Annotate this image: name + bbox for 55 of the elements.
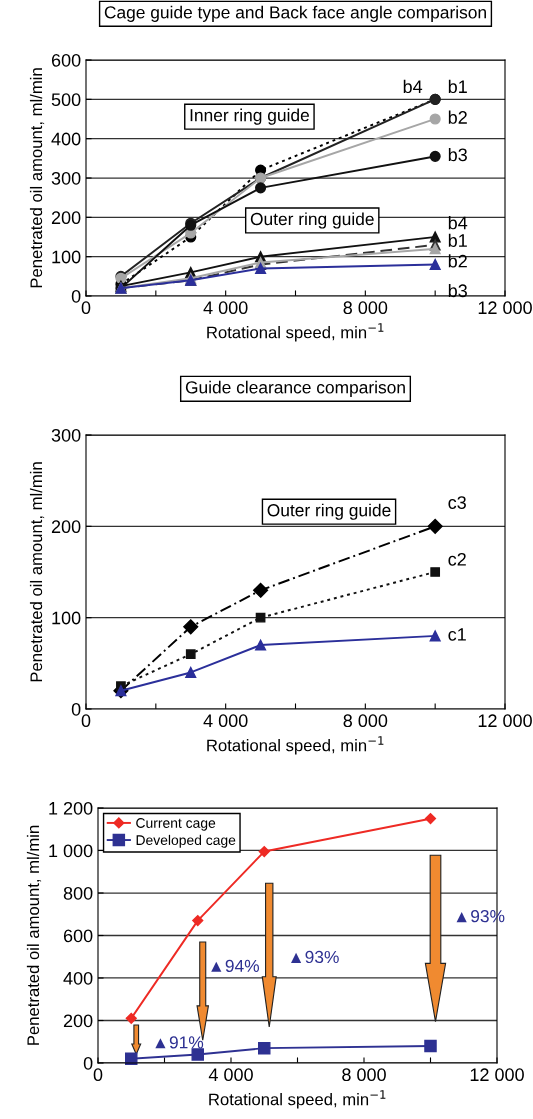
y-tick-label: 600 (51, 53, 81, 67)
y-tick-label: 100 (52, 611, 81, 625)
y-tick-label: 0 (71, 702, 81, 716)
y-tick-label: 400 (51, 132, 81, 146)
legend-label: Current cage (136, 818, 216, 831)
y-axis-title: Penetrated oil amount, ml/min (26, 825, 42, 1045)
y-axis-title: Penetrated oil amount, ml/min (29, 68, 45, 288)
x-tick-label: 12 000 (470, 1068, 524, 1082)
y-tick-label: 1 200 (49, 801, 93, 815)
series-label: b4 (448, 216, 468, 230)
y-tick-label: 300 (51, 428, 81, 442)
y-tick-label: 1 000 (49, 844, 93, 858)
x-axis-title: Rotational speed, min$^{−1}$ (207, 323, 384, 342)
series-label: b4 (403, 79, 423, 94)
y-tick-label: 200 (51, 520, 81, 534)
y-tick-label: 200 (63, 1014, 93, 1028)
y-tick-label: 100 (52, 250, 81, 264)
series-label: c1 (448, 628, 466, 641)
chart-title: Cage guide type and Back face angle comparison (104, 5, 486, 22)
chart-title: Guide clearance comparison (185, 380, 405, 397)
series-label: b1 (448, 79, 467, 94)
series-label: c3 (448, 496, 466, 509)
y-tick-label: 0 (83, 1056, 93, 1070)
x-tick-label: 4 000 (208, 1068, 253, 1082)
series-label: b2 (448, 110, 467, 124)
y-tick-label: 500 (51, 93, 81, 107)
y-tick-label: 400 (63, 971, 93, 985)
x-tick-label: 4 000 (203, 714, 248, 728)
y-tick-label: 200 (51, 211, 81, 225)
y-tick-label: 0 (71, 289, 81, 303)
x-axis-title: Rotational speed, min$^{−1}$ (207, 736, 384, 755)
annotation: Outer ring guide (267, 503, 391, 520)
series-label: b3 (448, 147, 467, 162)
series-label: b1 (448, 233, 467, 247)
y-axis-title: Penetrated oil amount, ml/min (29, 462, 45, 682)
y-tick-label: 600 (63, 929, 93, 943)
x-tick-label: 12 000 (478, 301, 532, 315)
annotation: ▲94% (211, 959, 260, 973)
x-tick-label: 8 000 (343, 714, 388, 728)
legend-label: Developed cage (136, 834, 236, 848)
annotation: Outer ring guide (250, 212, 374, 229)
y-tick-label: 800 (63, 886, 93, 900)
series-label: c2 (448, 552, 466, 566)
annotation: ▲91% (155, 1036, 204, 1049)
series-label: b2 (448, 254, 467, 268)
series-label: b3 (448, 283, 467, 298)
x-tick-label: 0 (93, 1068, 103, 1082)
annotation: ▲93% (291, 950, 339, 964)
annotation: Inner ring guide (190, 108, 309, 125)
x-tick-label: 4 000 (203, 301, 248, 315)
x-tick-label: 12 000 (478, 714, 532, 728)
x-tick-label: 8 000 (342, 1068, 386, 1082)
x-axis-title: Rotational speed, min$^{−1}$ (209, 1090, 386, 1109)
x-tick-label: 8 000 (343, 301, 388, 315)
y-tick-label: 300 (51, 171, 81, 185)
